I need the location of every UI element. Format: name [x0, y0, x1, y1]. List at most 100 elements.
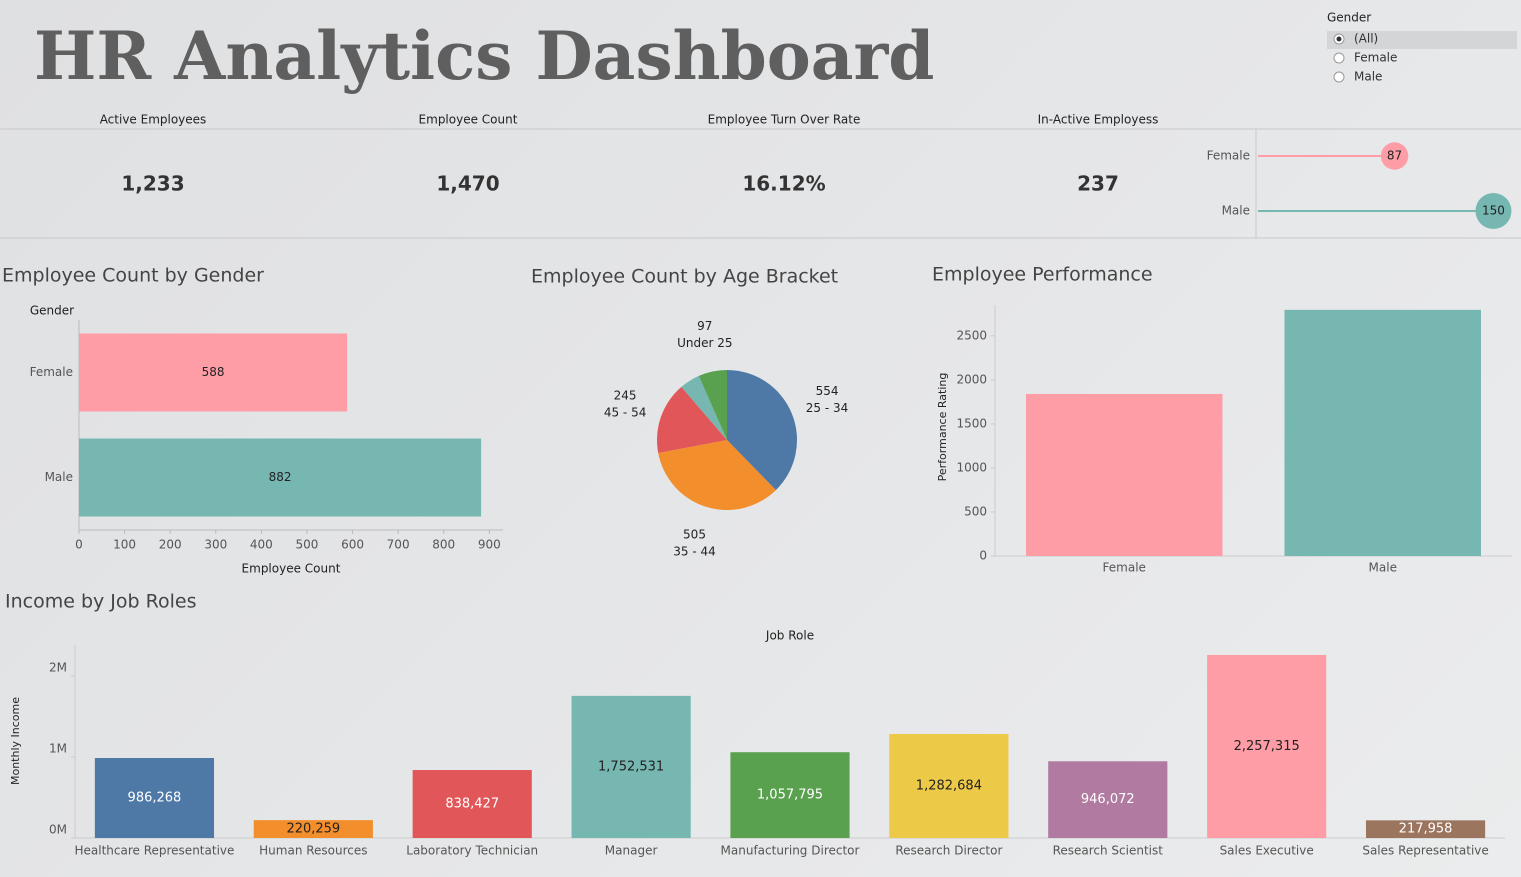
x-tick-label: Sales Executive [1220, 844, 1314, 858]
x-tick-label: 900 [478, 538, 501, 552]
x-axis-label: Job Role [765, 629, 814, 643]
bar [1048, 761, 1168, 838]
y-tick-label: 2500 [956, 328, 987, 342]
pie-slice [658, 440, 776, 511]
value-label: 220,259 [286, 822, 340, 837]
kpi-value: 237 [1077, 172, 1119, 196]
category-label: Female [30, 365, 73, 379]
filter-option[interactable]: (All) [1354, 32, 1378, 46]
x-tick-label: Sales Representative [1362, 844, 1488, 858]
value-label: 1,282,684 [916, 778, 982, 793]
value-label: 588 [202, 365, 225, 379]
chart-title: Employee Count by Age Bracket [531, 266, 838, 288]
x-tick-label: Male [1369, 561, 1397, 575]
radio[interactable] [1333, 52, 1345, 64]
y-tick-label: 1500 [956, 416, 987, 430]
x-tick-label: Research Scientist [1053, 844, 1164, 858]
y-tick-label: 0 [979, 549, 987, 563]
kpi-label: In-Active Employess [1038, 113, 1159, 127]
lollipop-head [1380, 142, 1409, 170]
radio[interactable] [1333, 71, 1345, 83]
filter-option[interactable]: Female [1354, 51, 1397, 65]
selected-option-bg [1327, 31, 1517, 49]
x-tick-label: Human Resources [259, 844, 367, 858]
x-tick-label: 300 [204, 538, 227, 552]
x-tick-label: Laboratory Technician [406, 844, 538, 858]
bar [1284, 309, 1481, 556]
slice-value: 505 [683, 527, 706, 541]
y-tick-label: 1M [49, 741, 67, 755]
value-label: 946,072 [1081, 792, 1135, 807]
value-label: 986,268 [128, 791, 182, 806]
chart-title: Income by Job Roles [5, 591, 196, 613]
bar [412, 770, 532, 838]
x-axis-label: Employee Count [242, 562, 341, 576]
filter-option[interactable]: Male [1354, 70, 1382, 84]
slice-label: 35 - 44 [673, 544, 716, 558]
bar [889, 733, 1009, 838]
chart-title: Employee Count by Gender [2, 265, 264, 287]
value-label: 217,958 [1399, 822, 1453, 837]
bar [79, 438, 482, 517]
value-label: 882 [269, 470, 292, 484]
value-label: 1,057,795 [757, 788, 823, 803]
pie-slice [681, 375, 727, 440]
slice-value: 245 [614, 389, 637, 403]
bar [94, 758, 215, 838]
x-tick-label: 400 [250, 538, 273, 552]
kpi-value: 16.12% [742, 172, 825, 196]
bar [1207, 654, 1327, 838]
x-tick-label: Manufacturing Director [721, 844, 860, 858]
radio-dot [1336, 36, 1342, 42]
slice-label: 25 - 34 [806, 401, 849, 415]
filter-label: Gender [1327, 11, 1371, 25]
pie-slice [727, 370, 798, 491]
value-label: 1,752,531 [598, 759, 664, 774]
kpi-label: Employee Turn Over Rate [708, 113, 861, 127]
y-tick-label: 1000 [956, 460, 987, 474]
x-tick-label: 0 [75, 538, 83, 552]
value-label: 838,427 [445, 797, 499, 812]
bar [730, 752, 850, 838]
x-tick-label: 800 [432, 538, 455, 552]
y-tick-label: 2000 [956, 372, 987, 386]
x-tick-label: Manager [605, 844, 658, 858]
category-label: Male [1222, 204, 1250, 218]
x-tick-label: 700 [387, 538, 410, 552]
pie-slice [657, 386, 727, 453]
lollipop-head [1475, 193, 1512, 229]
value-label: 2,257,315 [1234, 739, 1300, 754]
category-label: Male [45, 470, 73, 484]
x-tick-label: 100 [113, 538, 136, 552]
value-label: 87 [1387, 149, 1402, 163]
x-tick-label: 500 [296, 538, 319, 552]
x-tick-label: 200 [159, 538, 182, 552]
category-label: Female [1207, 149, 1250, 163]
bar [1026, 393, 1223, 556]
dashboard-title: HR Analytics Dashboard [34, 17, 934, 95]
y-axis-label: Gender [30, 304, 74, 318]
kpi-value: 1,233 [121, 172, 184, 196]
pie-slice [698, 370, 727, 440]
slice-label: 45 - 54 [604, 406, 647, 420]
x-tick-label: Research Director [895, 844, 1002, 858]
y-tick-label: 2M [49, 660, 67, 674]
slice-label: Under 25 [677, 336, 732, 350]
chart-title: Employee Performance [932, 264, 1153, 286]
bar [571, 695, 691, 838]
y-axis-label: Monthly Income [9, 697, 22, 785]
y-tick-label: 500 [964, 504, 987, 518]
y-axis-label: Performance Rating [936, 373, 949, 482]
x-tick-label: Healthcare Representative [74, 844, 234, 858]
x-tick-label: Female [1103, 561, 1146, 575]
kpi-label: Active Employees [100, 113, 207, 127]
bar [253, 820, 373, 838]
y-tick-label: 0M [49, 823, 67, 837]
bar [1365, 820, 1486, 838]
value-label: 150 [1482, 204, 1505, 218]
x-tick-label: 600 [341, 538, 364, 552]
kpi-label: Employee Count [419, 113, 518, 127]
bar [79, 333, 348, 412]
slice-value: 97 [697, 319, 712, 333]
